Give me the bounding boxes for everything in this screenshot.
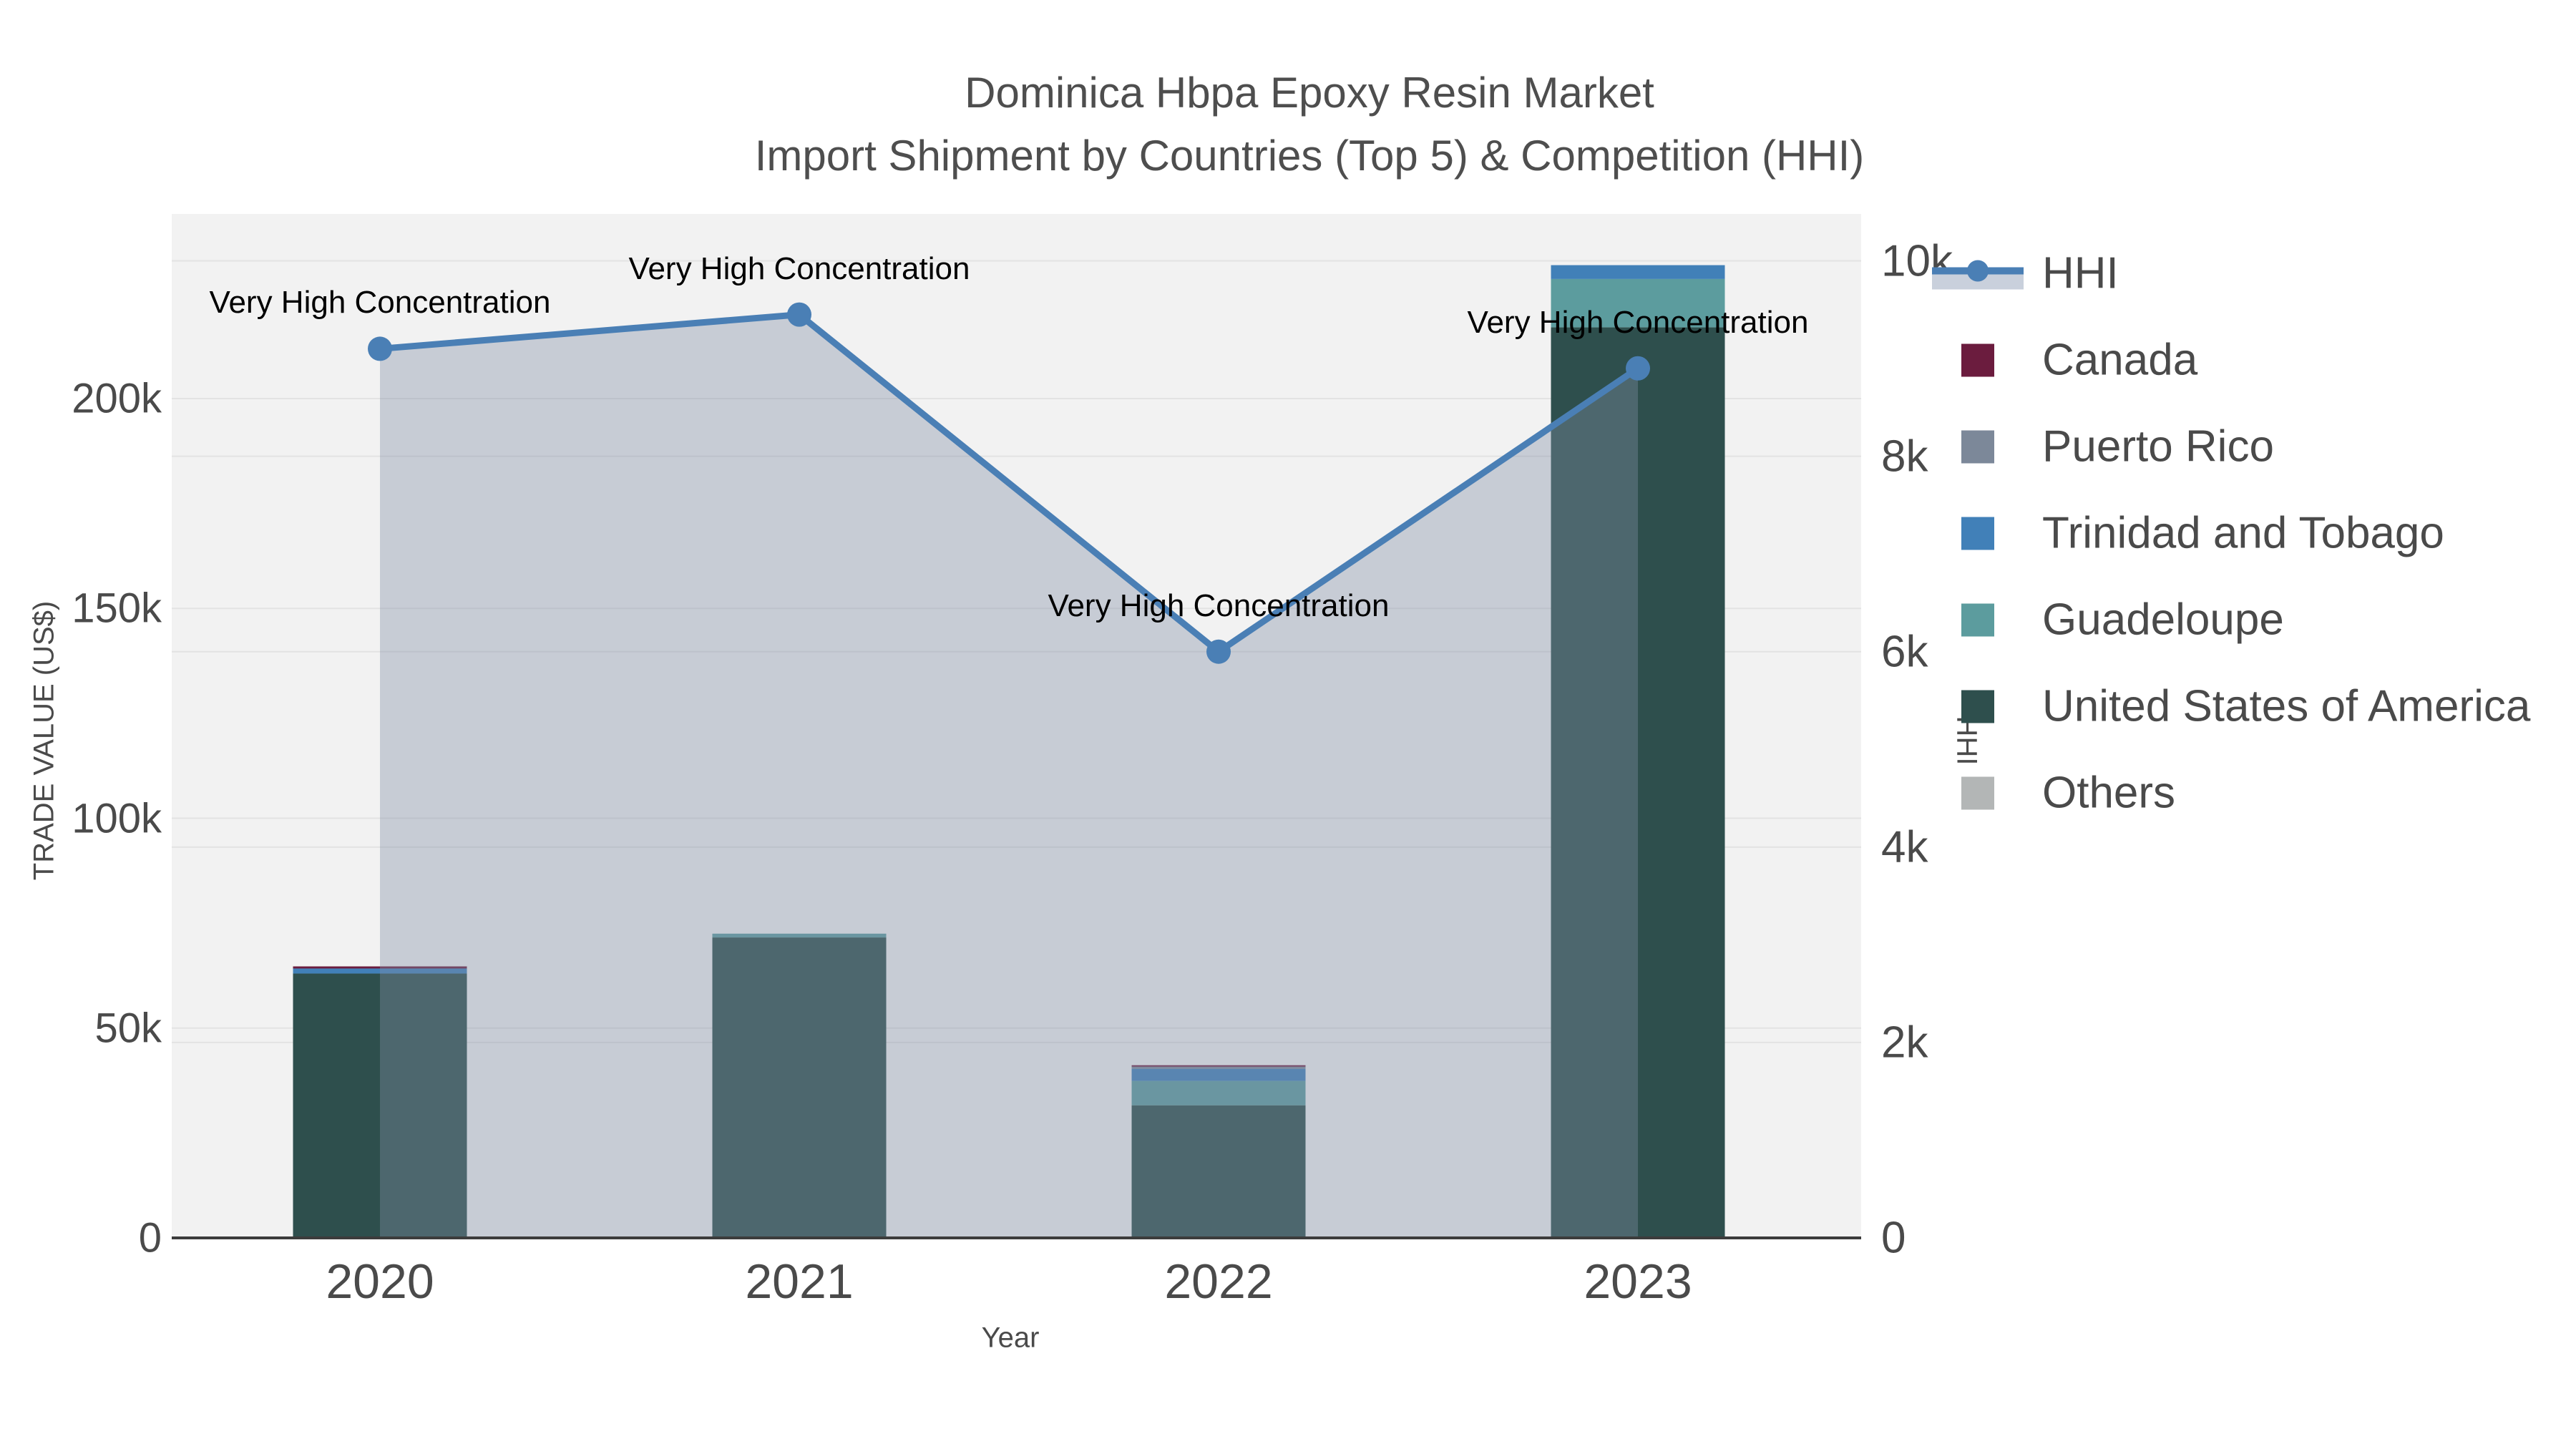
left-tick-label: 50k	[94, 1005, 162, 1052]
left-tick-label: 100k	[72, 795, 162, 842]
right-tick-label: 0	[1881, 1213, 1906, 1263]
legend-swatch	[1931, 690, 2025, 723]
legend-line-symbol	[1931, 253, 2025, 293]
bar-segment-trinidad-and-tobago[interactable]	[1131, 1068, 1306, 1081]
x-axis-title: Year	[981, 1322, 1040, 1354]
bar-segment-guadeloupe[interactable]	[1551, 278, 1725, 328]
bar-segment-trinidad-and-tobago[interactable]	[293, 968, 467, 974]
hhi-marker[interactable]	[787, 302, 811, 327]
bar-segment-canada[interactable]	[293, 966, 467, 969]
hhi-marker[interactable]	[368, 336, 392, 361]
x-tick-label-2021: 2021	[745, 1254, 854, 1309]
bar-segment-puerto-rico[interactable]	[1131, 1066, 1306, 1069]
x-tick-label-2020: 2020	[326, 1254, 434, 1309]
chart-subtitle: Import Shipment by Countries (Top 5) & C…	[754, 132, 1865, 180]
legend-label: Puerto Rico	[2042, 421, 2274, 472]
bar-segment-united-states-of-america[interactable]	[1131, 1105, 1306, 1238]
right-tick-label: 4k	[1881, 822, 1928, 872]
hhi-line	[379, 311, 1640, 656]
chart-title: Dominica Hbpa Epoxy Resin Market	[965, 69, 1654, 117]
legend-item-guadeloupe[interactable]: Guadeloupe	[1931, 595, 2284, 645]
x-tick-label-2023: 2023	[1584, 1254, 1692, 1309]
hhi-marker[interactable]	[1626, 356, 1650, 381]
legend-item-others[interactable]: Others	[1931, 768, 2175, 819]
bar-segment-guadeloupe[interactable]	[712, 933, 887, 938]
legend-swatch-color	[1961, 690, 1994, 723]
hhi-marker[interactable]	[1206, 639, 1231, 664]
bar-segment-trinidad-and-tobago[interactable]	[1551, 265, 1725, 279]
right-tick-label: 8k	[1881, 431, 1928, 482]
legend-swatch-color	[1961, 343, 1994, 376]
legend-swatch	[1931, 776, 2025, 809]
legend-label: Others	[2042, 768, 2176, 818]
legend-label: Guadeloupe	[2042, 595, 2284, 645]
legend-item-canada[interactable]: Canada	[1931, 335, 2197, 386]
bar-segment-guadeloupe[interactable]	[1131, 1080, 1306, 1106]
legend-label: United States of America	[2042, 681, 2531, 731]
legend-label: Canada	[2042, 335, 2198, 385]
annotation-label: Very High Concentration	[1048, 587, 1390, 623]
x-tick-label-2022: 2022	[1164, 1254, 1273, 1309]
left-tick-label: 200k	[72, 375, 162, 422]
bar-segment-united-states-of-america[interactable]	[712, 937, 887, 1238]
annotation-label: Very High Concentration	[209, 285, 551, 321]
legend-swatch	[1931, 430, 2025, 463]
left-tick-label: 150k	[72, 585, 162, 632]
legend-swatch-color	[1961, 517, 1994, 550]
legend-swatch-color	[1961, 603, 1994, 636]
annotation-label: Very High Concentration	[1467, 304, 1809, 340]
bar-segment-united-states-of-america[interactable]	[1551, 327, 1725, 1238]
legend-swatch	[1931, 343, 2025, 376]
legend-swatch-color	[1961, 776, 1994, 809]
legend-label: HHI	[2042, 248, 2119, 298]
hhi-area-fill	[380, 314, 1638, 1238]
left-tick-label: 0	[138, 1214, 162, 1262]
legend-label: Trinidad and Tobago	[2042, 508, 2444, 558]
annotation-label: Very High Concentration	[628, 250, 970, 286]
legend-swatch	[1931, 603, 2025, 636]
legend-item-puerto-rico[interactable]: Puerto Rico	[1931, 421, 2274, 472]
legend-swatch	[1931, 517, 2025, 550]
bar-segment-united-states-of-america[interactable]	[293, 973, 467, 1238]
bar-segment-canada[interactable]	[1131, 1065, 1306, 1067]
right-tick-label: 2k	[1881, 1018, 1928, 1068]
legend-item-united-states-of-america[interactable]: United States of America	[1931, 681, 2530, 732]
legend-item-hhi[interactable]: HHI	[1931, 248, 2119, 299]
legend-swatch-color	[1961, 430, 1994, 463]
legend-item-trinidad-and-tobago[interactable]: Trinidad and Tobago	[1931, 508, 2444, 559]
right-tick-label: 6k	[1881, 627, 1928, 677]
